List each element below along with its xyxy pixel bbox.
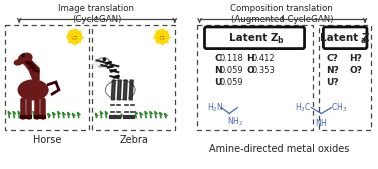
Polygon shape [117, 80, 121, 100]
Polygon shape [23, 60, 39, 80]
Text: Horse: Horse [33, 135, 61, 145]
Ellipse shape [19, 53, 32, 64]
Text: Latent Z: Latent Z [229, 33, 279, 43]
FancyBboxPatch shape [204, 27, 305, 49]
Text: 0.059: 0.059 [219, 78, 243, 87]
Polygon shape [112, 80, 115, 100]
Text: Composition translation
(Augmented CycleGAN): Composition translation (Augmented Cycle… [231, 4, 333, 24]
Circle shape [103, 58, 105, 61]
Ellipse shape [93, 62, 100, 66]
Text: $\mathsf{NH}$: $\mathsf{NH}$ [315, 117, 328, 128]
Text: $\mathsf{CH_3}$: $\mathsf{CH_3}$ [331, 101, 347, 114]
Ellipse shape [105, 80, 135, 100]
Circle shape [68, 30, 82, 44]
Text: $\mathsf{H_3C}$: $\mathsf{H_3C}$ [295, 101, 311, 114]
Text: Amine-directed metal oxides: Amine-directed metal oxides [209, 144, 349, 154]
Text: O?: O? [349, 66, 362, 75]
FancyBboxPatch shape [323, 27, 367, 49]
Text: $\mathsf{NH_2}$: $\mathsf{NH_2}$ [227, 115, 243, 128]
Text: C?: C? [326, 54, 338, 63]
Ellipse shape [96, 58, 109, 67]
Ellipse shape [18, 80, 48, 100]
Text: H: H [246, 54, 254, 63]
Text: 0.059: 0.059 [219, 66, 243, 75]
Bar [197, 25, 313, 130]
Text: N: N [214, 66, 222, 75]
Bar [319, 25, 371, 130]
Text: U: U [214, 78, 222, 87]
Ellipse shape [14, 60, 22, 65]
Text: U?: U? [326, 78, 339, 87]
Text: b: b [278, 36, 283, 45]
Polygon shape [129, 80, 133, 100]
Circle shape [155, 30, 169, 44]
Text: Zebra: Zebra [120, 135, 149, 145]
Text: C: C [214, 54, 221, 63]
Text: H?: H? [349, 54, 362, 63]
Text: 0.353: 0.353 [251, 66, 275, 75]
Text: Image translation
(CycleGAN): Image translation (CycleGAN) [59, 4, 135, 24]
Text: 0.118: 0.118 [219, 54, 243, 63]
Polygon shape [123, 80, 127, 100]
Text: 0.412: 0.412 [251, 54, 275, 63]
Text: N?: N? [326, 66, 339, 75]
Circle shape [22, 54, 24, 57]
Text: O: O [246, 66, 254, 75]
Text: Latent Z: Latent Z [321, 33, 370, 43]
Bar [91, 25, 175, 130]
Bar [5, 25, 88, 130]
Text: $\mathsf{H_2N}$: $\mathsf{H_2N}$ [208, 101, 224, 114]
Text: a: a [361, 36, 366, 45]
Polygon shape [106, 60, 122, 80]
